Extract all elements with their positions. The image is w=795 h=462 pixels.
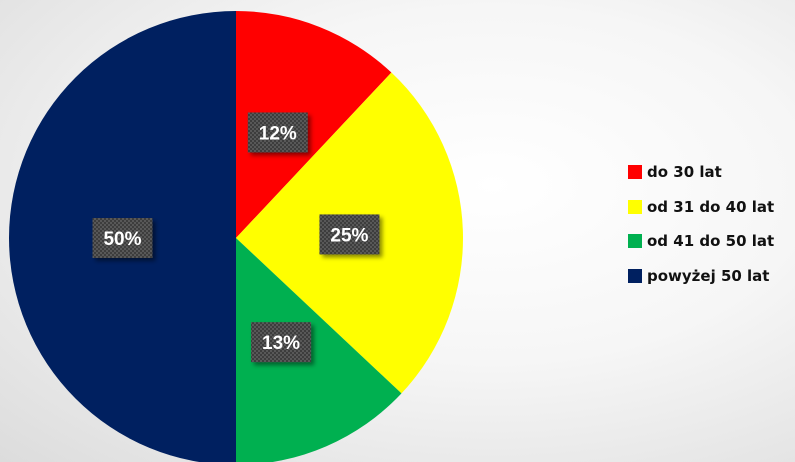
legend-item-41-50: od 41 do 50 lat [628, 229, 774, 253]
data-label-box [319, 214, 380, 255]
data-label-od-41-do-50-lat: 13% [251, 322, 312, 363]
pie-slice-do-30-lat [236, 11, 392, 238]
data-label-powy-ej-50-lat: 50% [92, 218, 153, 258]
legend-swatch [628, 165, 642, 179]
legend-swatch [628, 234, 642, 248]
legend-item-31-40: od 31 do 40 lat [628, 195, 774, 219]
legend-label: od 31 do 40 lat [647, 197, 775, 216]
data-label-text: 25% [330, 225, 368, 246]
data-label-box [251, 322, 312, 363]
legend-label: od 41 do 50 lat [647, 232, 775, 250]
data-label-text: 12% [259, 123, 297, 144]
legend-swatch [628, 199, 642, 214]
data-label-text: 50% [103, 229, 141, 250]
pie-slice-od-41-do-50-lat [236, 238, 402, 462]
legend-label: powyżej 50 lat [647, 266, 770, 285]
data-label-box [247, 112, 308, 153]
data-label-text: 13% [262, 333, 300, 354]
legend-item-do-30: do 30 lat [628, 160, 774, 184]
legend-item-powyzej-50: powyżej 50 lat [628, 264, 774, 288]
data-label-do-30-lat: 12% [247, 112, 308, 153]
legend: do 30 lat od 31 do 40 lat od 41 do 50 la… [628, 160, 774, 298]
data-label-box [92, 218, 153, 258]
legend-label: do 30 lat [647, 163, 722, 181]
data-label-od-31-do-40-lat: 25% [319, 214, 380, 255]
legend-swatch [628, 268, 642, 283]
